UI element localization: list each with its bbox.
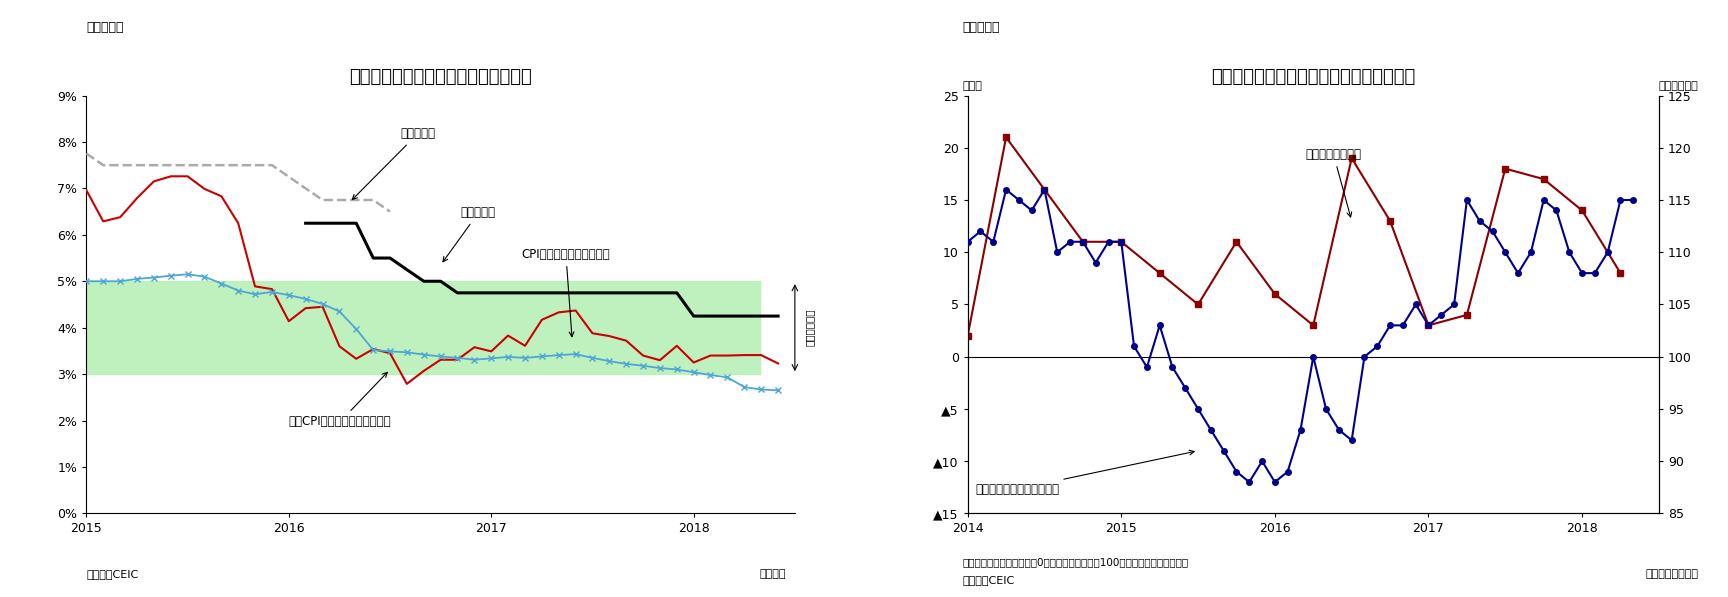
Text: （月次）: （月次） bbox=[760, 569, 786, 579]
Text: （％）: （％） bbox=[962, 81, 983, 91]
Text: （図表４）: （図表４） bbox=[962, 21, 1001, 34]
Text: コアCPI上昇率（前年同月比）: コアCPI上昇率（前年同月比） bbox=[289, 373, 392, 428]
Text: （注）ビジネス活動指数は0超、消費者信頼感は100を超えると楽観を表す。: （注）ビジネス活動指数は0超、消費者信頼感は100を超えると楽観を表す。 bbox=[962, 557, 1189, 567]
Text: （資料）CEIC: （資料）CEIC bbox=[962, 575, 1014, 585]
Text: CPI上昇率（前年同月比）: CPI上昇率（前年同月比） bbox=[522, 248, 610, 337]
Text: （月次・四半期）: （月次・四半期） bbox=[1645, 569, 1699, 579]
Text: （図表３）: （図表３） bbox=[86, 21, 124, 34]
Text: 消費者信頼感指数（右軸）: 消費者信頼感指数（右軸） bbox=[975, 450, 1194, 496]
Text: （ポイント）: （ポイント） bbox=[1659, 81, 1699, 91]
Text: ビジネス活動指数: ビジネス活動指数 bbox=[1306, 148, 1362, 217]
Text: （資料）CEIC: （資料）CEIC bbox=[86, 569, 138, 579]
Title: インドネシアのインフレ率と政策金利: インドネシアのインフレ率と政策金利 bbox=[349, 67, 532, 85]
Text: 旧政策金利: 旧政策金利 bbox=[353, 127, 435, 199]
Text: インフレ目標: インフレ目標 bbox=[805, 309, 816, 346]
Title: インドネシアの企業景況感、消費者信頼感: インドネシアの企業景況感、消費者信頼感 bbox=[1211, 67, 1415, 85]
Text: 新政策金利: 新政策金利 bbox=[442, 206, 496, 261]
